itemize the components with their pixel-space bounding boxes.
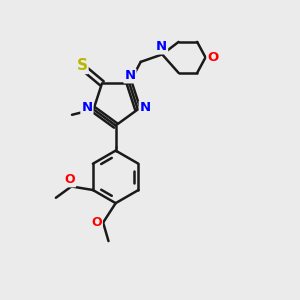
Text: N: N bbox=[140, 101, 151, 114]
Text: N: N bbox=[156, 40, 167, 53]
Text: O: O bbox=[207, 51, 219, 64]
Text: N: N bbox=[81, 100, 92, 113]
Text: S: S bbox=[76, 58, 88, 73]
Text: N: N bbox=[124, 69, 136, 82]
Text: O: O bbox=[91, 216, 102, 229]
Text: O: O bbox=[64, 173, 75, 186]
